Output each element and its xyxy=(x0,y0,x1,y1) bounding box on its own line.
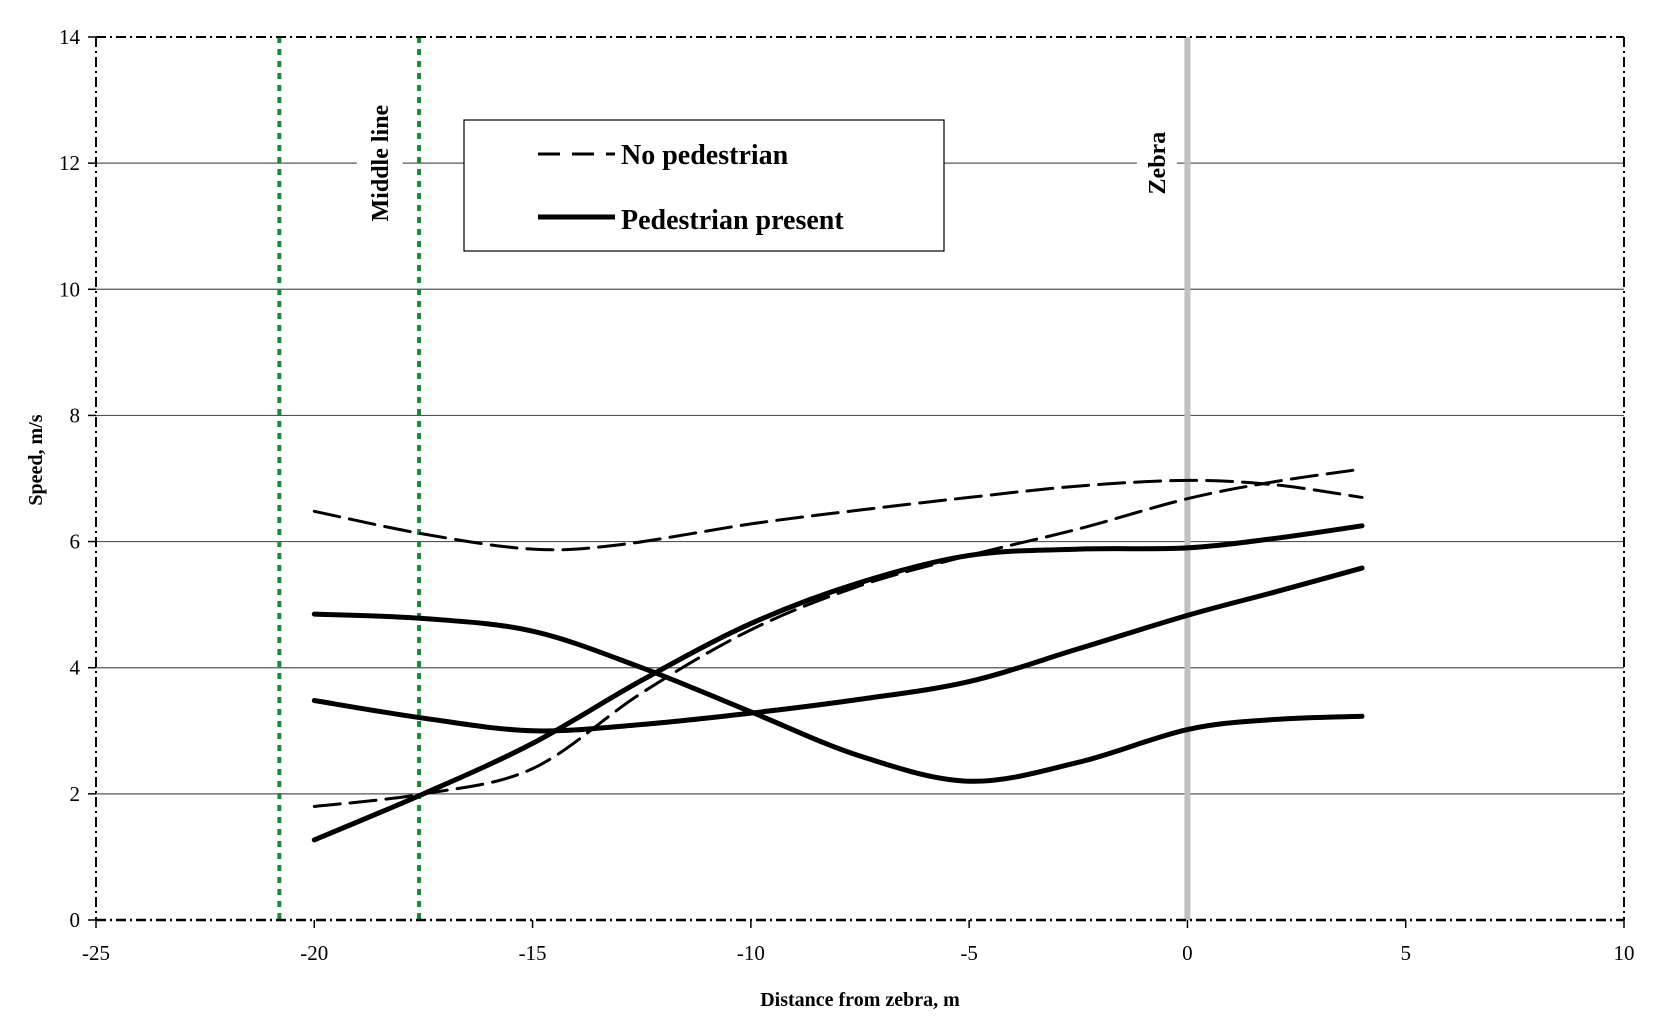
y-tick-label: 10 xyxy=(59,277,80,301)
annotation-middle-line: Middle line xyxy=(356,93,403,234)
legend-box xyxy=(463,119,945,252)
y-tick-label: 4 xyxy=(70,656,81,680)
x-tick-label: 0 xyxy=(1182,941,1193,965)
x-axis-title: Distance from zebra, m xyxy=(760,989,960,1011)
legend-label-no-pedestrian: No pedestrian xyxy=(621,140,789,171)
series-line-pedestrian-present-3 xyxy=(311,611,1365,784)
annotation-zebra-text: Zebra xyxy=(1145,132,1171,195)
x-tick-label: 5 xyxy=(1400,941,1411,965)
x-tick-label: -20 xyxy=(300,941,328,965)
series-lines xyxy=(311,467,1365,843)
y-tick-label: 6 xyxy=(70,530,81,554)
y-axis-title: Speed, m/s xyxy=(25,414,47,505)
x-tick-label: -15 xyxy=(519,941,547,965)
axis-ticks: -25 -20 -15 -10 -5 0 5 10 0 2 4 6 8 10 12 14 xyxy=(59,25,1635,965)
y-tick-label: 2 xyxy=(70,782,81,806)
y-tick-label: 12 xyxy=(59,151,80,175)
x-tick-label: 10 xyxy=(1614,941,1635,965)
y-tick-label: 0 xyxy=(70,908,81,932)
y-tick-label: 8 xyxy=(70,403,81,427)
series-line-no-pedestrian-1 xyxy=(312,467,1364,808)
series-line-pedestrian-present-2 xyxy=(311,523,1365,843)
x-tick-label: -10 xyxy=(737,941,765,965)
x-tick-label: -25 xyxy=(82,941,110,965)
annotation-middle-line-text: Middle line xyxy=(368,104,394,221)
annotation-zebra: Zebra xyxy=(1136,120,1177,207)
legend: No pedestrian Pedestrian present xyxy=(463,119,945,252)
series-line-pedestrian-present-4 xyxy=(311,565,1365,734)
series-line-no-pedestrian-0 xyxy=(312,478,1364,552)
x-tick-label: -5 xyxy=(960,941,978,965)
y-tick-label: 14 xyxy=(59,25,81,49)
reference-lines xyxy=(277,37,1191,920)
plot-frame xyxy=(95,36,1625,922)
legend-label-pedestrian-present: Pedestrian present xyxy=(621,205,844,236)
